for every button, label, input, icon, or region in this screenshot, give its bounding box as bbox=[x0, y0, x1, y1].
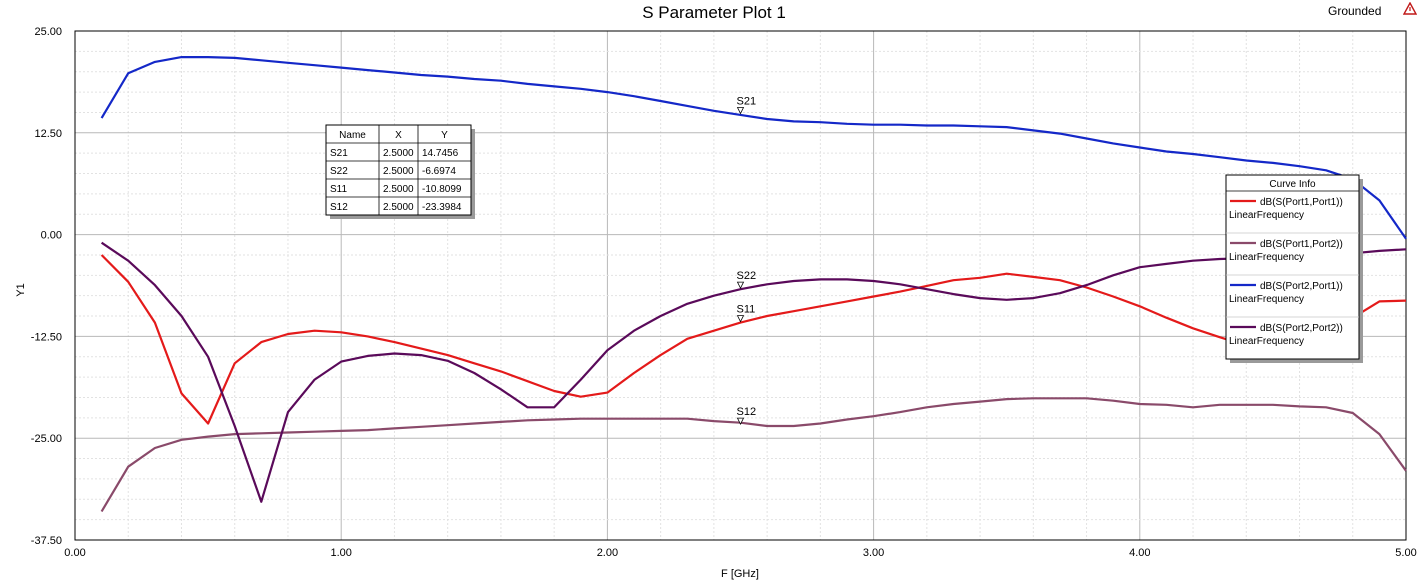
table-cell: 2.5000 bbox=[383, 148, 414, 159]
marker-s11 bbox=[736, 315, 745, 323]
table-box bbox=[325, 124, 472, 216]
table-cell: S12 bbox=[330, 202, 348, 213]
marker-s12 bbox=[736, 417, 745, 426]
table-cell: 14.7456 bbox=[422, 148, 459, 159]
y-axis-label: Y1 bbox=[15, 283, 27, 296]
marker-label: S11 bbox=[737, 304, 756, 316]
table-header-cell: X bbox=[395, 130, 402, 141]
table-cell: S22 bbox=[330, 166, 348, 177]
warning-triangle-icon bbox=[1403, 2, 1417, 15]
table-cell: 2.5000 bbox=[383, 184, 414, 195]
x-tick-label: 1.00 bbox=[330, 547, 351, 559]
legend-box bbox=[1225, 174, 1360, 360]
x-tick-label: 5.00 bbox=[1395, 547, 1416, 559]
curve-info-legend[interactable]: Curve Info dB(S(Port1,Port1)) LinearFreque… bbox=[1225, 174, 1363, 363]
table-cell: -6.6974 bbox=[422, 166, 456, 177]
markers: S21 S22 S11 S12 bbox=[736, 96, 757, 426]
legend-entry-name: dB(S(Port2,Port1)) bbox=[1260, 281, 1343, 292]
y-tick-label: -12.50 bbox=[31, 331, 62, 343]
x-axis-label: F [GHz] bbox=[721, 568, 759, 580]
plot-frame bbox=[74, 30, 1407, 541]
series-lines bbox=[100, 55, 1407, 513]
y-tick-label: 12.50 bbox=[34, 128, 62, 140]
series-line-s22 bbox=[100, 241, 1407, 503]
x-tick-label: 2.00 bbox=[597, 547, 618, 559]
y-tick-label: 25.00 bbox=[34, 26, 62, 38]
marker-s22 bbox=[736, 281, 745, 290]
x-tick-label: 3.00 bbox=[863, 547, 884, 559]
table-cell: -10.8099 bbox=[422, 184, 462, 195]
x-tick-label: 0.00 bbox=[64, 547, 85, 559]
table-cell: S21 bbox=[330, 148, 348, 159]
marker-label: S12 bbox=[737, 406, 757, 418]
legend-entry-sublabel: LinearFrequency bbox=[1229, 252, 1304, 263]
table-header-cell: Y bbox=[441, 130, 448, 141]
axis-ticks: 0.00 1.00 2.00 3.00 4.00 5.00 25.00 12.50 0.00 -1… bbox=[31, 26, 1417, 559]
legend-entry-sublabel: LinearFrequency bbox=[1229, 336, 1304, 347]
table-cell: -23.3984 bbox=[422, 202, 462, 213]
y-tick-label: -37.50 bbox=[31, 535, 62, 547]
table-cell: 2.5000 bbox=[383, 202, 414, 213]
legend-entry-name: dB(S(Port2,Port2)) bbox=[1260, 323, 1343, 334]
legend-entry-sublabel: LinearFrequency bbox=[1229, 294, 1304, 305]
y-tick-label: 0.00 bbox=[41, 230, 62, 242]
legend-entry-name: dB(S(Port1,Port1)) bbox=[1260, 197, 1343, 208]
table-cell: S11 bbox=[330, 184, 347, 195]
marker-label: S22 bbox=[737, 270, 757, 282]
y-tick-label: -25.00 bbox=[31, 433, 62, 445]
series-line-s11 bbox=[100, 254, 1407, 425]
legend-entry-name: dB(S(Port1,Port2)) bbox=[1260, 239, 1343, 250]
series-line-s21 bbox=[100, 55, 1407, 240]
table-cell: 2.5000 bbox=[383, 166, 414, 177]
x-tick-label: 4.00 bbox=[1129, 547, 1150, 559]
grounded-status: Grounded bbox=[1328, 4, 1382, 18]
chart-title: S Parameter Plot 1 bbox=[642, 3, 786, 22]
marker-table[interactable]: Name X Y S21 2.5000 14.7456 S22 2.5000 -6.6974 S1… bbox=[325, 124, 475, 219]
legend-entry-sublabel: LinearFrequency bbox=[1229, 210, 1304, 221]
marker-label: S21 bbox=[737, 96, 757, 108]
series-line-s12 bbox=[100, 397, 1407, 513]
legend-title: Curve Info bbox=[1269, 179, 1316, 190]
marker-s21 bbox=[736, 107, 745, 115]
table-header-cell: Name bbox=[339, 130, 366, 141]
